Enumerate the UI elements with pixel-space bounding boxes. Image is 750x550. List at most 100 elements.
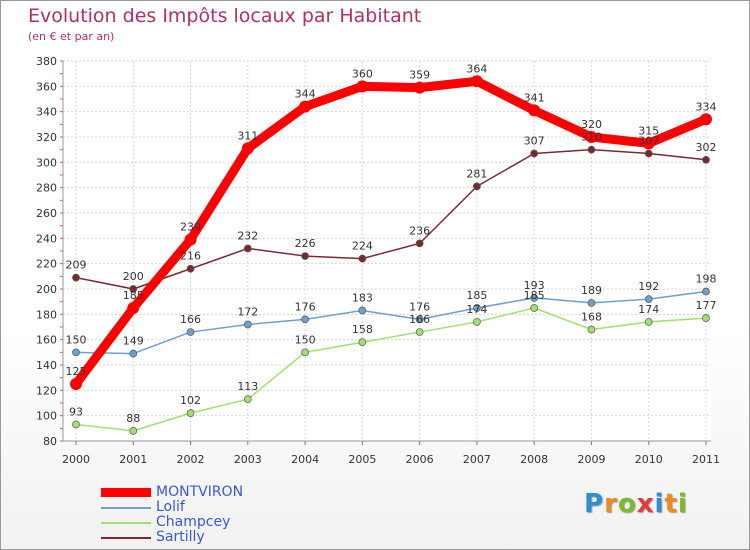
logo-letter: i <box>654 489 665 519</box>
y-tick-label: 260 <box>36 207 57 220</box>
x-tick-label: 2006 <box>406 453 434 466</box>
y-tick-label: 220 <box>36 258 57 271</box>
data-point-montviron <box>241 142 254 155</box>
data-label-montviron: 125 <box>66 365 87 378</box>
data-point-champcey <box>415 328 424 336</box>
data-point-champcey <box>243 395 252 404</box>
data-label-sartilly: 200 <box>123 270 144 283</box>
x-tick-label: 2004 <box>291 453 319 466</box>
data-label-montviron: 344 <box>295 88 316 101</box>
data-label-sartilly: 281 <box>466 167 487 180</box>
data-label-lolif: 176 <box>295 300 316 313</box>
x-tick-label: 2005 <box>348 453 376 466</box>
data-point-montviron <box>700 113 712 126</box>
x-tick-label: 2011 <box>692 453 720 466</box>
data-label-lolif: 189 <box>581 284 602 297</box>
legend-item: Champcey <box>101 515 243 530</box>
data-point-sartilly <box>243 244 252 253</box>
data-point-sartilly <box>587 145 596 154</box>
logo-letter: t <box>664 489 678 519</box>
data-point-champcey <box>530 304 539 312</box>
data-point-champcey <box>644 318 653 326</box>
data-point-champcey <box>301 348 309 357</box>
data-point-montviron <box>127 302 140 314</box>
chart-subtitle: (en € et par an) <box>28 30 115 43</box>
y-tick-label: 380 <box>36 55 57 68</box>
data-label-champcey: 158 <box>352 323 373 336</box>
data-point-sartilly <box>129 285 138 293</box>
legend-swatch-lolif <box>101 506 151 509</box>
y-tick-label: 120 <box>36 384 57 397</box>
data-label-champcey: 174 <box>466 303 487 316</box>
data-label-champcey: 166 <box>409 313 430 326</box>
data-label-montviron: 334 <box>696 100 717 113</box>
data-label-sartilly: 302 <box>696 141 717 154</box>
data-point-champcey <box>587 325 596 334</box>
data-label-sartilly: 307 <box>638 134 659 147</box>
data-point-lolif <box>301 315 309 324</box>
data-label-lolif: 183 <box>352 292 373 305</box>
y-tick-label: 80 <box>43 435 57 448</box>
chart-lines <box>71 76 711 432</box>
chart-title: Evolution des Impôts locaux par Habitant <box>28 5 422 27</box>
data-label-champcey: 150 <box>295 333 316 346</box>
legend-label-lolif: Lolif <box>156 499 185 515</box>
legend-swatch-montviron <box>101 488 151 497</box>
data-label-lolif: 185 <box>466 289 487 302</box>
data-point-lolif <box>473 304 481 312</box>
data-label-lolif: 198 <box>696 273 717 286</box>
data-point-champcey <box>186 409 195 417</box>
x-tick-label: 2002 <box>177 453 205 466</box>
series-line-lolif <box>75 290 707 355</box>
data-point-champcey <box>702 314 710 322</box>
data-point-lolif <box>72 348 80 357</box>
data-point-sartilly <box>530 149 539 158</box>
proxiti-logo: Proxiti <box>584 489 688 519</box>
series-line-sartilly <box>75 148 707 290</box>
data-label-montviron: 315 <box>638 124 659 137</box>
data-label-sartilly: 310 <box>581 131 602 144</box>
data-point-sartilly <box>702 155 710 164</box>
x-tick-label: 2009 <box>577 453 605 466</box>
logo-letter: i <box>677 489 688 519</box>
data-point-lolif <box>415 315 424 324</box>
x-tick-label: 2007 <box>463 453 491 466</box>
x-tick-label: 2010 <box>635 453 663 466</box>
data-point-sartilly <box>72 273 80 282</box>
y-tick-label: 160 <box>36 334 57 347</box>
data-label-sartilly: 236 <box>409 224 430 237</box>
data-point-sartilly <box>473 182 481 191</box>
data-point-montviron <box>585 131 598 143</box>
data-label-montviron: 364 <box>466 62 487 75</box>
chart-grid <box>63 60 711 442</box>
data-label-sartilly: 209 <box>66 259 87 272</box>
data-point-montviron <box>356 80 369 93</box>
data-point-sartilly <box>644 149 653 158</box>
data-point-montviron <box>184 233 197 246</box>
x-tick-label: 2001 <box>119 453 147 466</box>
y-tick-label: 340 <box>36 106 57 119</box>
data-label-sartilly: 307 <box>524 134 545 147</box>
legend-item: Lolif <box>101 500 243 515</box>
data-label-champcey: 93 <box>69 406 83 419</box>
data-label-lolif: 193 <box>524 279 545 292</box>
data-point-lolif <box>358 306 367 315</box>
legend-swatch-sartilly <box>101 536 151 539</box>
y-tick-label: 360 <box>36 80 57 93</box>
data-label-lolif: 192 <box>638 280 659 293</box>
data-label-lolif: 176 <box>409 300 430 313</box>
data-point-montviron <box>70 378 82 390</box>
data-label-champcey: 177 <box>696 299 717 312</box>
data-point-lolif <box>644 295 653 303</box>
data-label-lolif: 149 <box>123 335 144 348</box>
data-point-montviron <box>470 75 483 88</box>
legend-item: MONTVIRON <box>101 485 243 500</box>
data-point-montviron <box>413 81 426 94</box>
chart-axes: 80 100 120 140 160 180 200 220 240 260 280 300 320 34… <box>36 55 720 466</box>
series-line-champcey <box>75 307 707 432</box>
data-point-champcey <box>129 427 138 435</box>
data-label-champcey: 174 <box>638 303 659 316</box>
data-point-lolif <box>186 328 195 336</box>
data-point-champcey <box>72 420 80 429</box>
